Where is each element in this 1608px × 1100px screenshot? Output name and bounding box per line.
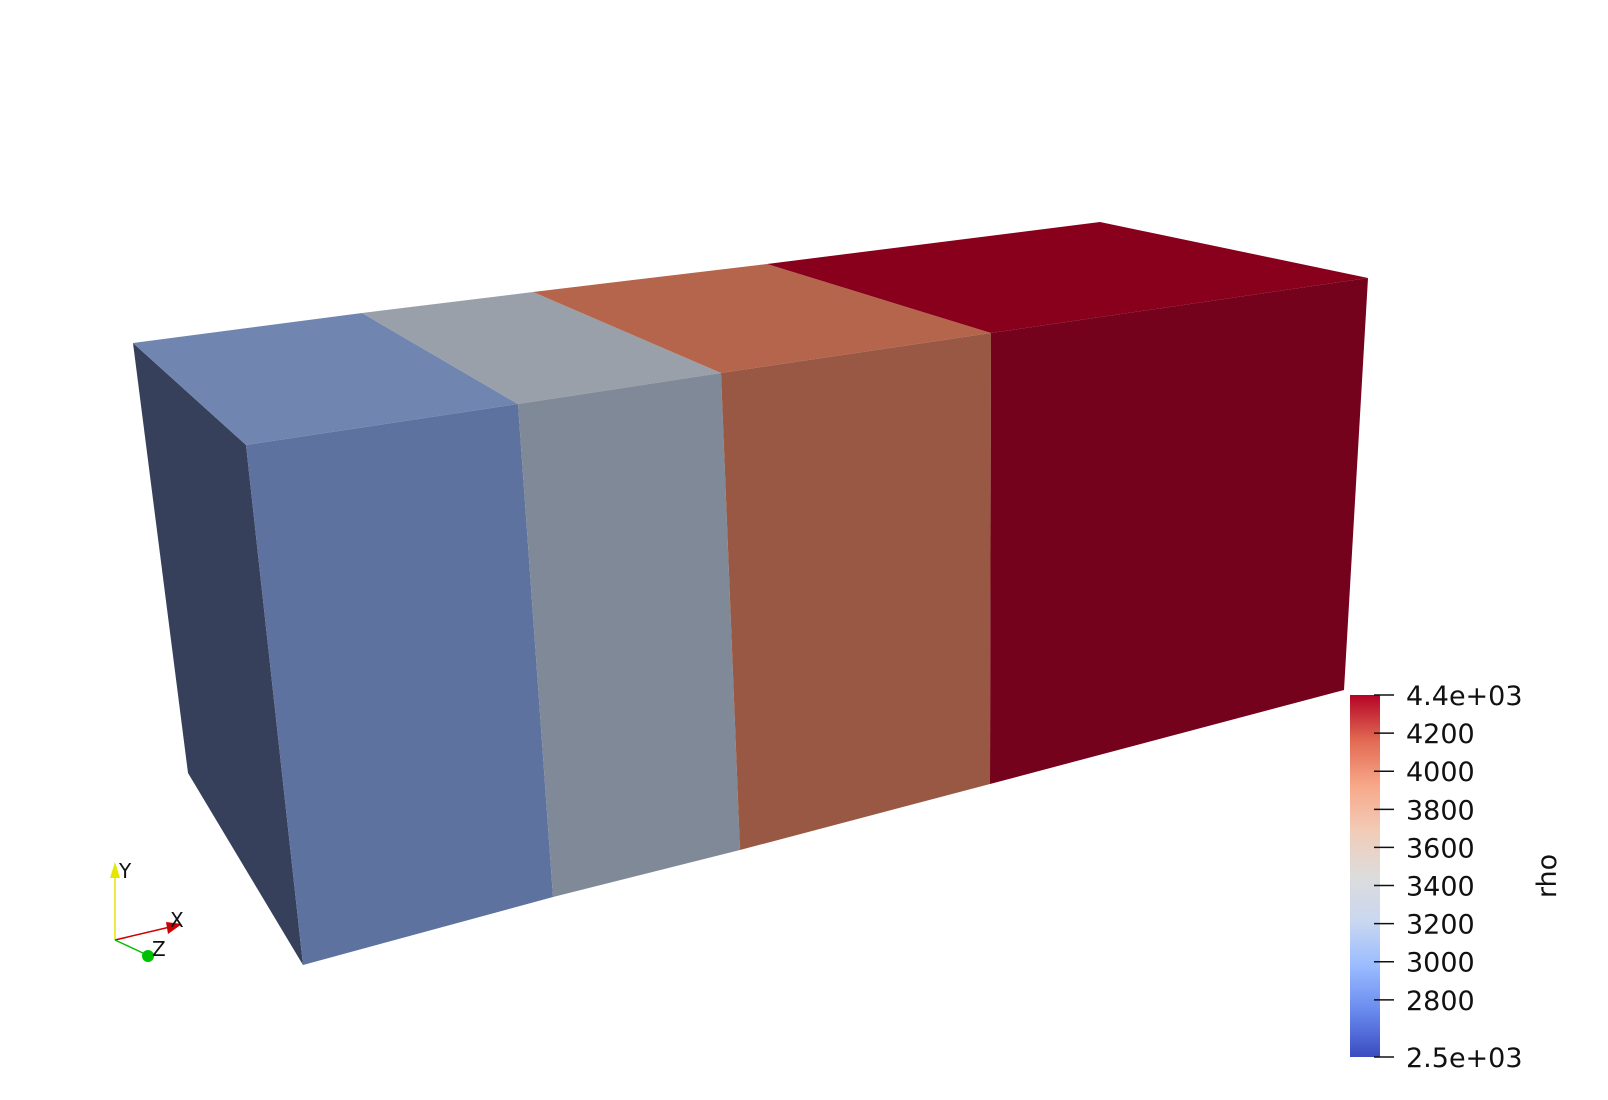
colorbar-tick-label: 3600: [1406, 833, 1475, 864]
colorbar-ramp: [1350, 695, 1380, 1057]
y-axis-label: Y: [118, 859, 132, 883]
colorbar-tick-label: 4200: [1406, 719, 1475, 750]
z-axis-ball-icon: [142, 950, 154, 962]
colorbar-tick-label: 3800: [1406, 795, 1475, 826]
box-front-face-segment: [990, 278, 1368, 784]
z-axis-label: Z: [152, 937, 166, 961]
box-front-face-segment: [518, 373, 740, 897]
colorbar-ticks: 4.4e+03 4200 4000 3800 3600 3400 3200 3000 2800 2…: [1374, 681, 1523, 1074]
z-axis-line: [114, 939, 146, 955]
x-axis-line: [114, 926, 171, 941]
x-axis-label: X: [170, 908, 184, 932]
colorbar-tick-label: 4.4e+03: [1406, 681, 1523, 712]
box-top-face-segment: [362, 292, 721, 404]
box-top-face-segment: [133, 313, 518, 445]
box-front-face-segment: [246, 404, 553, 965]
colorbar-legend[interactable]: 4.4e+03 4200 4000 3800 3600 3400 3200 3000 2800 2…: [1350, 681, 1563, 1074]
colorbar-tick-label: 4000: [1406, 757, 1475, 788]
colorbar-tick-label: 3400: [1406, 872, 1475, 903]
colorbar-tick-label: 2800: [1406, 986, 1475, 1017]
x-axis-arrow-icon: [166, 922, 182, 934]
orientation-axes-widget: Y X Z: [110, 859, 184, 962]
colorbar-tick-label: 3200: [1406, 910, 1475, 941]
density-box-model: [133, 222, 1368, 965]
colorbar-title: rho: [1532, 854, 1563, 898]
y-axis-arrow-icon: [110, 862, 120, 878]
colorbar-tick-label: 2.5e+03: [1406, 1043, 1523, 1074]
colorbar-tick-label: 3000: [1406, 948, 1475, 979]
box-top-face-segment: [533, 264, 991, 373]
box-top-face-segment: [767, 222, 1368, 333]
box-end-face: [133, 343, 303, 965]
box-front-face-segment: [721, 333, 991, 850]
